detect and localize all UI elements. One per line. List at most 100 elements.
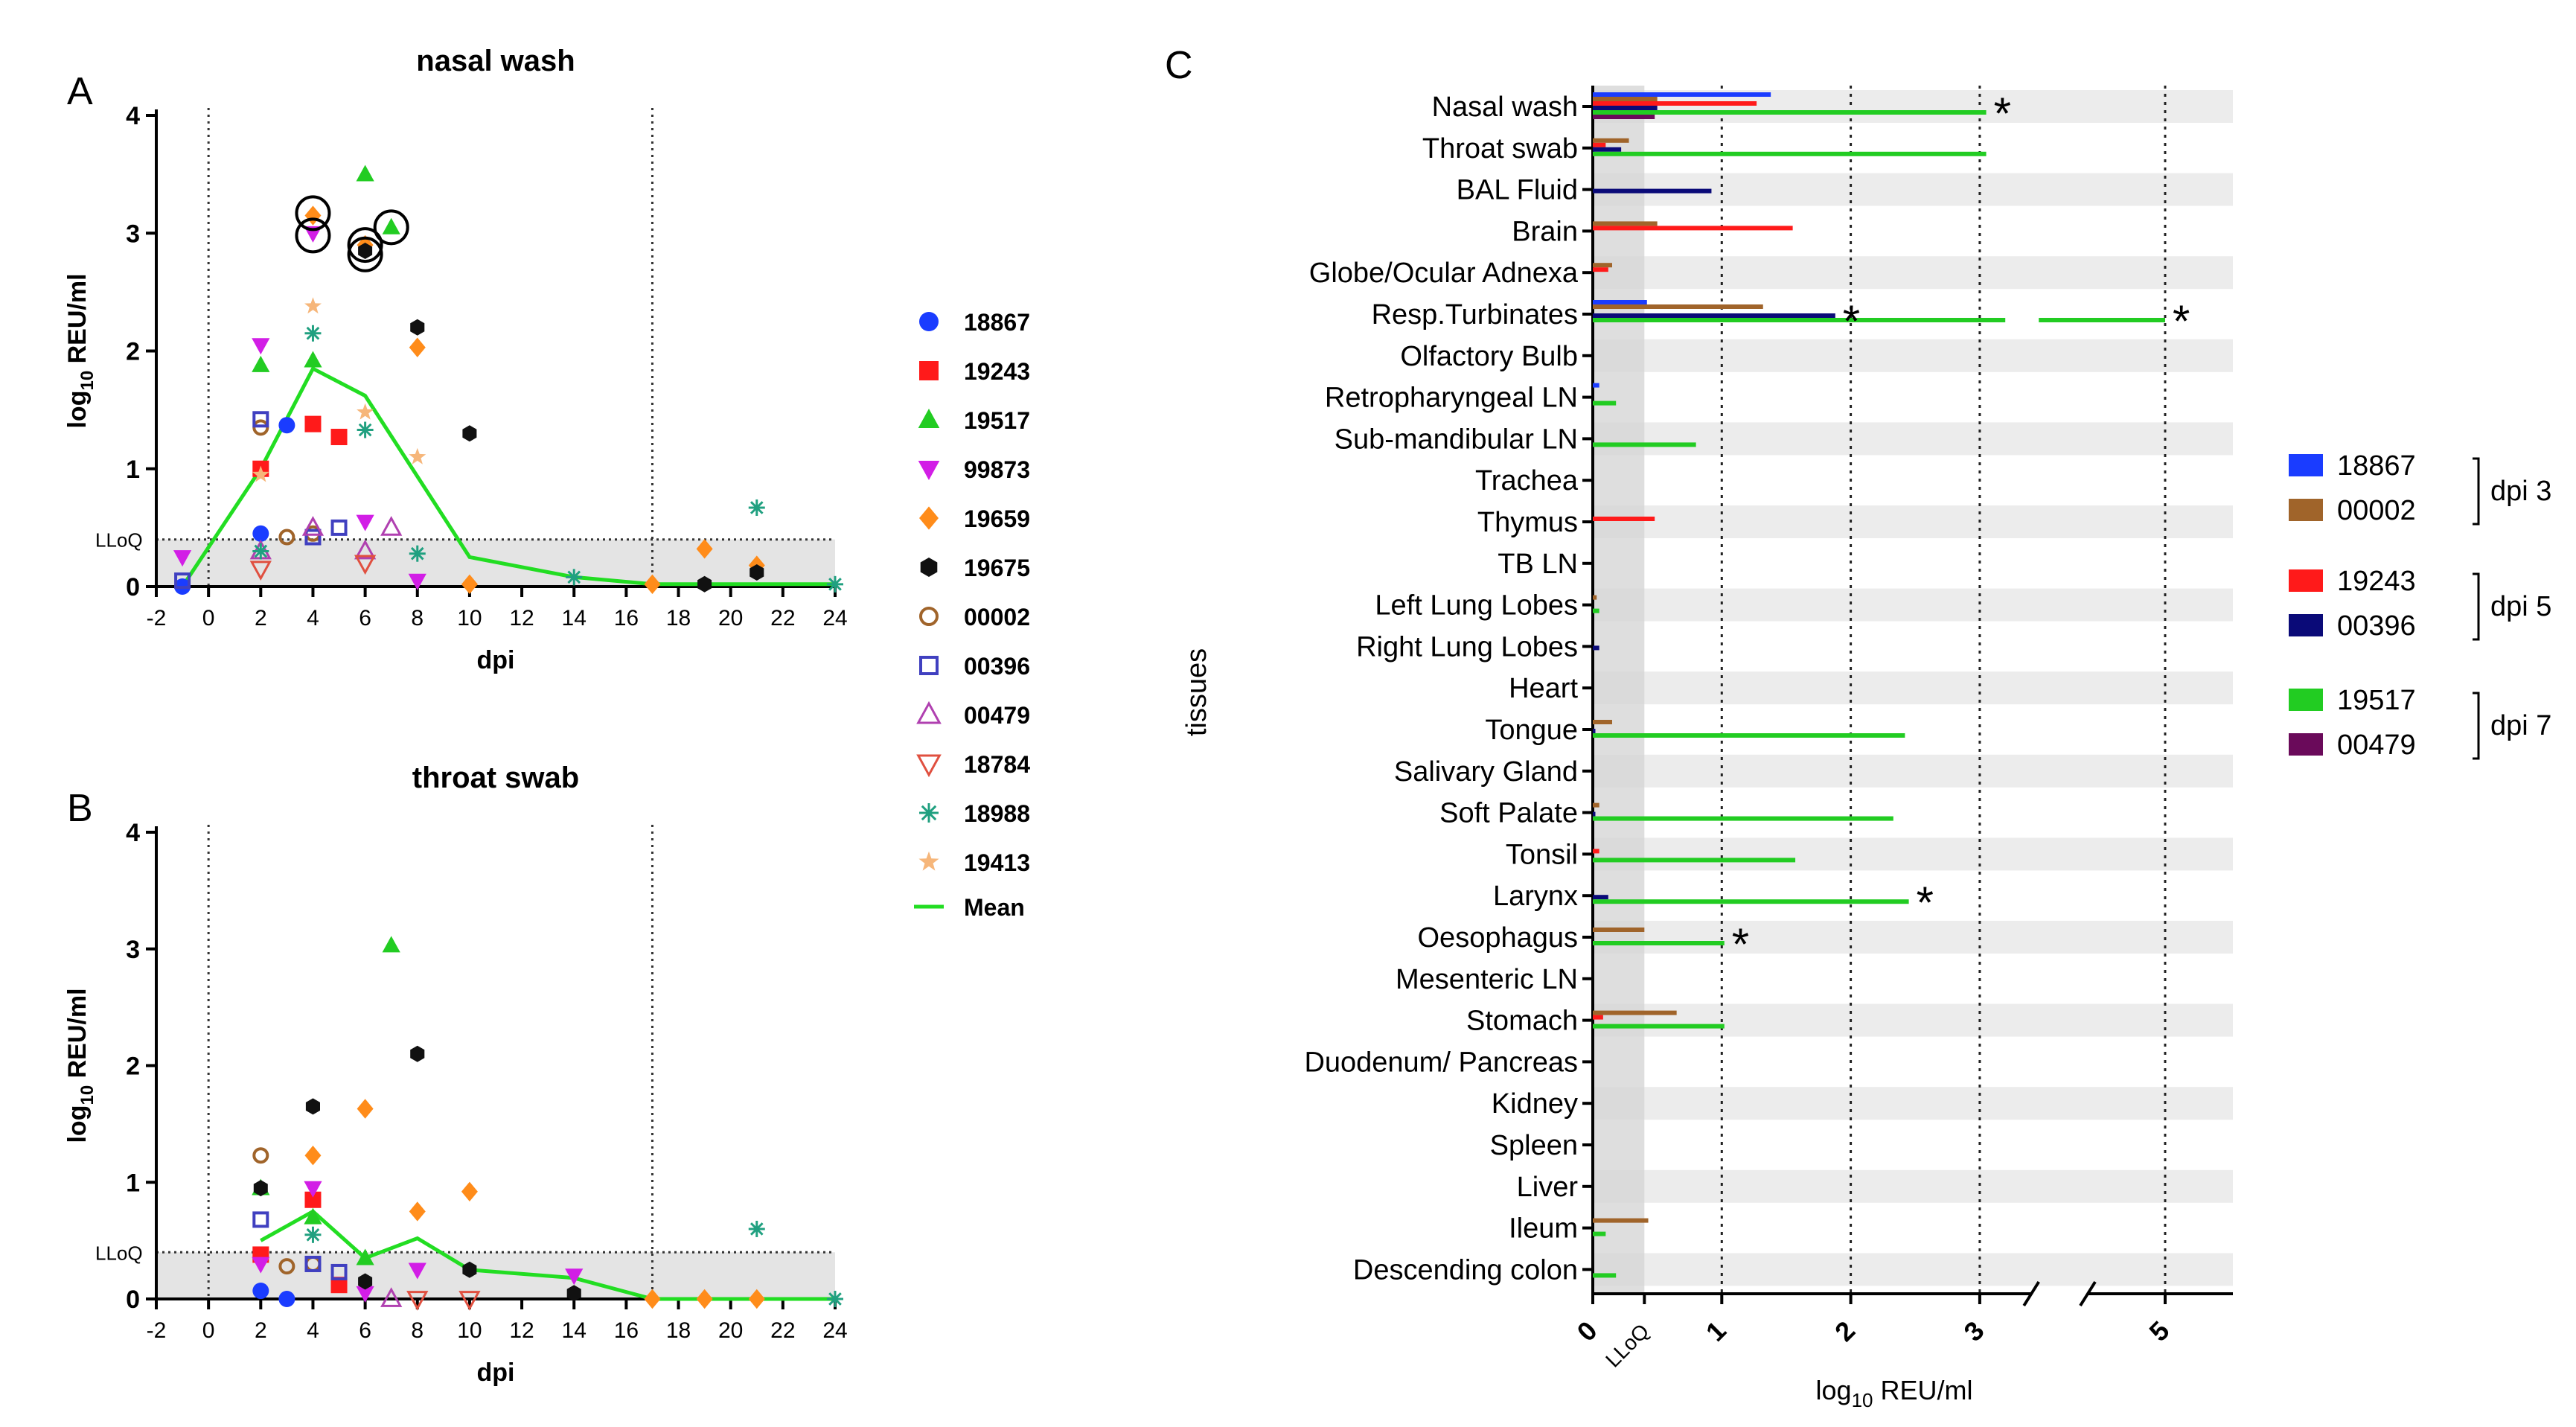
legend-bracket <box>2473 572 2480 641</box>
x-tick-label: 20 <box>718 1318 743 1343</box>
data-point-00396 <box>304 1255 322 1272</box>
y-tick-label: 1 <box>126 456 140 484</box>
data-point-99873 <box>252 338 270 355</box>
data-point-00002 <box>252 419 269 436</box>
bar-19517 <box>2039 318 2165 322</box>
legend-label: 19675 <box>964 555 1030 581</box>
y-tick-label: 2 <box>126 1053 140 1081</box>
bar-00002 <box>1593 304 1763 309</box>
axis-break-mark <box>2079 1280 2097 1307</box>
bar-00002 <box>1593 97 1658 101</box>
data-point-19659 <box>696 539 713 559</box>
bar-00002 <box>1593 720 1612 724</box>
tissue-label: Olfactory Bulb <box>1400 341 1578 372</box>
data-point-19659 <box>644 1289 661 1309</box>
data-point-18988 <box>252 543 269 560</box>
y-tick-label: 1 <box>126 1169 140 1197</box>
data-point-19659 <box>304 205 322 226</box>
row-stripe <box>1593 505 2233 538</box>
data-point-00479 <box>301 516 325 536</box>
x-tick-label: LLoQ <box>1601 1319 1653 1371</box>
legend-label: 00002 <box>2337 495 2416 526</box>
x-tick-label: 2 <box>255 1318 267 1343</box>
asterisk-stroke <box>306 326 320 340</box>
x-tick-label: 18 <box>666 1318 691 1343</box>
legend-ab: 18867 19243 19517 99873 19659 19675 00002 00396… <box>914 309 1030 921</box>
x-tick-label: 22 <box>770 1318 795 1343</box>
bar-19517 <box>1593 1024 1725 1029</box>
bar-18867 <box>1593 300 1647 304</box>
asterisk-stroke <box>567 570 581 584</box>
bar-19517 <box>1593 899 1909 904</box>
row-stripe <box>1593 1169 2233 1203</box>
bar-00002 <box>1593 263 1612 268</box>
tissue-label: Larynx <box>1493 881 1578 912</box>
legend-marker-00396 <box>919 656 939 675</box>
legend-label: 00396 <box>2337 610 2416 642</box>
legend-marker-19243 <box>919 361 939 380</box>
mean-line <box>181 365 835 588</box>
bar-18867 <box>1593 92 1771 97</box>
y-tick-label: 4 <box>126 819 140 847</box>
asterisk-stroke <box>828 1292 842 1306</box>
x-tick-label: 16 <box>614 606 639 631</box>
bar-18867 <box>1593 383 1599 388</box>
data-point-18784 <box>354 555 377 575</box>
bar-00002 <box>1593 802 1599 808</box>
panel-label: C <box>1165 44 1193 87</box>
data-point-19413 <box>252 465 269 482</box>
asterisk-stroke <box>750 1222 764 1236</box>
x-tick-label: 10 <box>457 1318 482 1343</box>
tissue-label: Left Lung Lobes <box>1375 590 1578 622</box>
data-point-19659 <box>461 1181 478 1201</box>
asterisk-stroke <box>358 423 372 437</box>
asterisk-stroke <box>410 546 424 561</box>
data-point-18988 <box>409 545 426 562</box>
tissue-label: Salivary Gland <box>1394 756 1578 788</box>
asterisk-stroke <box>306 1228 320 1242</box>
bar-00396 <box>1593 645 1599 651</box>
legend-swatch-00479 <box>2289 733 2323 756</box>
data-point-99873 <box>304 1181 322 1198</box>
bar-19517 <box>1593 608 1599 613</box>
bar-19517 <box>1593 442 1696 447</box>
tissue-label: Ileum <box>1509 1213 1578 1245</box>
data-point-19659 <box>461 574 478 595</box>
bar-00002 <box>1593 221 1658 226</box>
data-point-19675 <box>410 319 425 336</box>
data-point-19517 <box>356 1248 374 1265</box>
data-point-19413 <box>409 447 426 465</box>
bar-19243 <box>1593 517 1655 521</box>
data-point-00479 <box>380 516 403 536</box>
tissue-label: Nasal wash <box>1432 92 1578 123</box>
bar-19517 <box>1593 858 1796 863</box>
data-point-00479 <box>380 1287 403 1307</box>
legend-label: 18867 <box>2337 450 2416 482</box>
y-tick-label: 0 <box>126 573 140 601</box>
data-point-00396 <box>330 1263 348 1280</box>
data-point-99873 <box>173 550 192 567</box>
bar-00396 <box>1593 811 1596 817</box>
y-tick-label: 0 <box>126 1286 140 1314</box>
bar-19517 <box>1593 941 1725 945</box>
data-point-19659 <box>748 1289 765 1309</box>
asterisk-stroke <box>828 577 842 591</box>
legend-label: 00002 <box>964 604 1030 631</box>
highlight-circle <box>347 227 383 264</box>
significance-star: * <box>1994 89 2011 138</box>
bar-19243 <box>1593 1015 1603 1020</box>
significance-star: * <box>1843 296 1860 346</box>
x-tick-label: 12 <box>509 1318 534 1343</box>
tissue-label: Soft Palate <box>1439 798 1578 829</box>
data-point-18988 <box>748 499 765 516</box>
x-axis-label: dpi <box>477 646 515 674</box>
bar-00002 <box>1593 1010 1677 1015</box>
x-tick-label: 16 <box>614 1318 639 1343</box>
x-tick-label: 2 <box>255 606 267 631</box>
x-tick-label: 24 <box>822 1318 847 1343</box>
bar-19517 <box>1593 816 1893 821</box>
tissue-label: Right Lung Lobes <box>1356 631 1578 663</box>
legend-label: 00479 <box>964 702 1030 729</box>
significance-star: * <box>1732 919 1749 969</box>
tissue-label: Throat swab <box>1422 133 1578 165</box>
